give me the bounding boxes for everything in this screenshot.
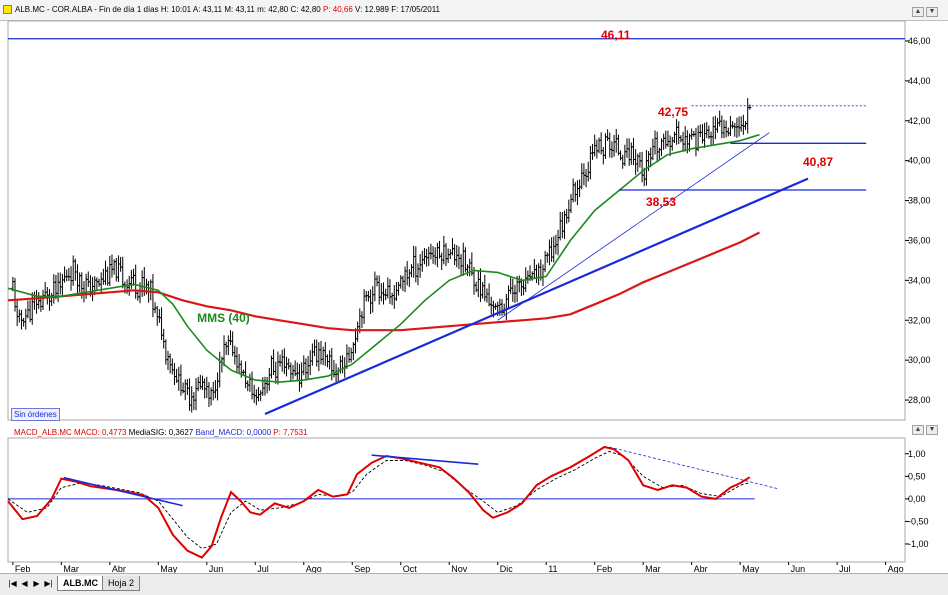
- price-level-label: 46,11: [601, 28, 631, 42]
- macd-band-value: Band_MACD: 0,0000: [195, 428, 272, 437]
- price-y-tick-label: 42,00: [908, 116, 931, 126]
- price-trendline: [497, 132, 770, 321]
- volume-value: V: 12.989: [355, 5, 389, 14]
- macd-y-tick-label: -0,50: [908, 516, 929, 526]
- prev-sheet-button[interactable]: ◀: [21, 579, 28, 588]
- macd-trendline: [63, 476, 183, 507]
- macd-y-tick-label: 0,50: [908, 471, 926, 481]
- price-level-label: 40,87: [803, 155, 833, 169]
- close-value: C: 42,80: [290, 5, 321, 14]
- price-scroll-up-button[interactable]: ▲: [912, 7, 924, 17]
- x-tick-label: Jul: [257, 564, 269, 573]
- macd-y-tick-label: -1,00: [908, 539, 929, 549]
- first-sheet-button[interactable]: |◀: [8, 579, 17, 588]
- macd-y-tick-label: 0,00: [908, 494, 926, 504]
- price-panel: [7, 20, 906, 421]
- x-tick-label: Nov: [451, 564, 468, 573]
- price-y-tick-label: 30,00: [908, 355, 931, 365]
- macd-value: MACD: 0,4773: [74, 428, 127, 437]
- x-tick-label: Ago: [888, 564, 904, 573]
- price-trendline: [264, 177, 809, 416]
- tab-hoja-2[interactable]: Hoja 2: [102, 576, 141, 591]
- x-tick-label: Jul: [839, 564, 851, 573]
- x-tick-label: Feb: [597, 564, 613, 573]
- price-y-tick-label: 32,00: [908, 315, 931, 325]
- macd-y-tick-label: 1,00: [908, 449, 926, 459]
- price-y-tick-label: 40,00: [908, 156, 931, 166]
- macd-trendline: [609, 446, 780, 490]
- macd-panel: [7, 437, 906, 563]
- price-layer: 46,11 42,75 40,87 38,53 MMS (40): [7, 28, 905, 416]
- prev-value: P: 40,66: [322, 5, 353, 14]
- x-tick-label: Mar: [645, 564, 661, 573]
- axis-layer: 46,00 44,00 42,00 40,00 38,00 36,00 34,00 32,00…: [12, 36, 931, 573]
- price-y-tick-label: 46,00: [908, 36, 931, 46]
- period-label: Fin de día 1 días: [99, 5, 159, 14]
- next-sheet-button[interactable]: ▶: [33, 579, 40, 588]
- price-y-tick-label: 28,00: [908, 395, 931, 405]
- x-tick-label: Dic: [500, 564, 513, 573]
- macd-trendline: [371, 454, 479, 465]
- x-tick-label: Jun: [209, 564, 224, 573]
- price-level-label: 38,53: [646, 195, 676, 209]
- macd-scroll-down-button[interactable]: ▼: [926, 425, 938, 435]
- low-value: m: 42,80: [257, 5, 289, 14]
- tab-alb-mc[interactable]: ALB.MC: [57, 576, 104, 591]
- macd-signal-value: MediaSIG: 0,3627: [128, 428, 194, 437]
- macd-p-value: P: 7,7531: [273, 428, 308, 437]
- macd-layer: [7, 445, 780, 559]
- last-sheet-button[interactable]: ▶|: [44, 579, 53, 588]
- macd-scroll-up-button[interactable]: ▲: [912, 425, 924, 435]
- price-scroll-down-button[interactable]: ▼: [926, 7, 938, 17]
- x-tick-label: Ago: [306, 564, 322, 573]
- x-tick-label: Oct: [403, 564, 418, 573]
- date-value: F: 17/05/2011: [391, 5, 440, 14]
- x-tick-label: Jun: [791, 564, 806, 573]
- symbol-name: ALB.MC - COR.ALBA: [15, 5, 92, 14]
- macd-name: MACD_ALB.MC: [14, 428, 72, 437]
- x-tick-label: Sep: [354, 564, 370, 573]
- sheet-tabs-bar: |◀ ◀ ▶ ▶| ALB.MC Hoja 2: [0, 573, 948, 595]
- time-value: H: 10:01: [160, 5, 192, 14]
- price-y-tick-label: 34,00: [908, 275, 931, 285]
- x-tick-label: Abr: [112, 564, 126, 573]
- chart-info-bar: ALB.MC - COR.ALBA - Fin de día 1 días H:…: [0, 0, 948, 21]
- x-tick-label: Feb: [15, 564, 31, 573]
- x-tick-label: May: [160, 564, 178, 573]
- price-y-tick-label: 44,00: [908, 76, 931, 86]
- x-tick-label: Abr: [694, 564, 708, 573]
- chart-window-icon[interactable]: [3, 5, 12, 14]
- quote-summary: ALB.MC - COR.ALBA - Fin de día 1 días H:…: [15, 5, 440, 14]
- mms40-annotation: MMS (40): [197, 311, 250, 325]
- long-moving-average-line: [7, 231, 760, 332]
- open-value: A: 43,11: [192, 5, 223, 14]
- x-tick-label: Mar: [63, 564, 79, 573]
- high-value: M: 43,11: [224, 5, 255, 14]
- x-tick-label: May: [742, 564, 760, 573]
- orders-badge[interactable]: Sin órdenes: [11, 408, 60, 421]
- x-tick-label: 11: [548, 564, 557, 573]
- price-y-tick-label: 36,00: [908, 235, 931, 245]
- price-level-label: 42,75: [658, 105, 688, 119]
- macd-line: [7, 445, 751, 559]
- macd-summary: MACD_ALB.MC MACD: 0,4773 MediaSIG: 0,362…: [14, 428, 308, 437]
- mms40-line: [7, 133, 760, 383]
- price-y-tick-label: 38,00: [908, 196, 931, 206]
